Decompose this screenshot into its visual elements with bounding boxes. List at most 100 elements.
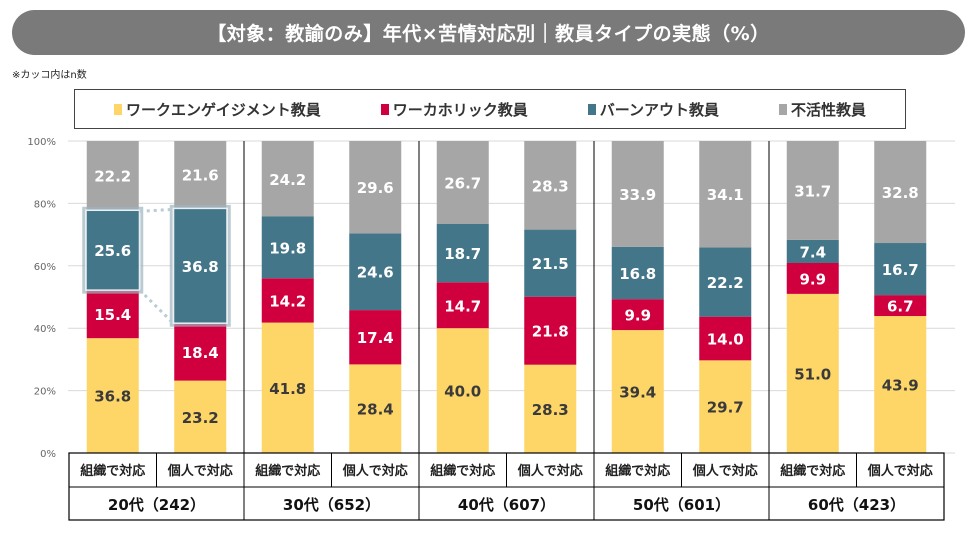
bar-segment bbox=[86, 141, 139, 211]
data-label: 14.2 bbox=[269, 292, 306, 310]
x-category-label: 組織で対応 bbox=[780, 463, 845, 479]
data-label: 24.2 bbox=[269, 171, 306, 189]
bar-segment bbox=[349, 364, 402, 453]
data-label: 36.8 bbox=[94, 388, 131, 406]
bar-segment bbox=[436, 141, 489, 224]
bar-segment bbox=[261, 141, 314, 217]
data-label: 14.0 bbox=[707, 330, 744, 348]
data-label: 51.0 bbox=[794, 365, 831, 383]
data-label: 9.9 bbox=[799, 270, 826, 288]
legend-swatch-work-engagement bbox=[114, 103, 122, 115]
highlight-box bbox=[85, 209, 141, 291]
bar-segment bbox=[174, 141, 227, 209]
x-category-label: 個人で対応 bbox=[692, 463, 758, 479]
bar-segment bbox=[86, 290, 139, 339]
bar-segment bbox=[699, 141, 752, 248]
x-group-label: 30代（652） bbox=[283, 496, 380, 514]
bar-segment bbox=[86, 338, 139, 453]
data-label: 16.7 bbox=[882, 261, 919, 279]
sample-size-note: ※カッコ内はn数 bbox=[12, 70, 87, 81]
x-category-label: 組織で対応 bbox=[605, 463, 670, 479]
legend-swatch-burnout bbox=[587, 103, 596, 115]
data-label: 28.3 bbox=[532, 401, 569, 419]
data-label: 29.7 bbox=[707, 399, 744, 417]
data-label: 21.6 bbox=[182, 167, 219, 185]
x-group-label: 40代（607） bbox=[458, 496, 555, 514]
data-label: 6.7 bbox=[887, 298, 914, 316]
data-label: 17.4 bbox=[357, 329, 394, 347]
bar-segment bbox=[874, 295, 927, 317]
data-label: 40.0 bbox=[444, 383, 481, 401]
highlight-connector-top bbox=[139, 207, 174, 213]
bar-segment bbox=[174, 208, 227, 324]
x-category-label: 個人で対応 bbox=[167, 463, 233, 479]
legend-label: バーンアウト教員 bbox=[599, 100, 719, 119]
data-label: 41.8 bbox=[269, 380, 306, 398]
bar-segment bbox=[261, 322, 314, 453]
data-label: 18.7 bbox=[444, 245, 481, 263]
bar-segment bbox=[436, 223, 489, 283]
data-label: 28.3 bbox=[532, 177, 569, 195]
legend-item-workaholic: ワーカホリック教員 bbox=[380, 99, 528, 120]
bar-segment bbox=[261, 278, 314, 323]
legend-swatch-workaholic bbox=[380, 103, 389, 115]
bar-segment bbox=[874, 243, 927, 296]
bar-segment bbox=[699, 316, 752, 361]
data-label: 24.6 bbox=[357, 264, 394, 282]
bar-segment bbox=[436, 282, 489, 329]
data-label: 25.6 bbox=[94, 242, 131, 260]
y-tick-label: 60% bbox=[34, 262, 56, 273]
data-label: 7.4 bbox=[799, 243, 826, 261]
bar-segment bbox=[524, 229, 577, 297]
x-category-label: 組織で対応 bbox=[430, 463, 495, 479]
bar-segment bbox=[174, 323, 227, 381]
data-label: 32.8 bbox=[882, 184, 919, 202]
data-label: 26.7 bbox=[444, 174, 481, 192]
data-label: 39.4 bbox=[619, 384, 656, 402]
data-label: 18.4 bbox=[182, 344, 219, 362]
x-group-label: 50代（601） bbox=[633, 496, 730, 514]
highlight-box-shadow bbox=[82, 206, 144, 294]
bar-segment bbox=[611, 141, 664, 247]
highlight-box bbox=[172, 207, 228, 324]
data-label: 29.6 bbox=[357, 179, 394, 197]
bar-segment bbox=[524, 364, 577, 453]
data-label: 43.9 bbox=[882, 377, 919, 395]
data-label: 15.4 bbox=[94, 306, 131, 324]
x-category-label: 個人で対応 bbox=[867, 463, 933, 479]
data-label: 9.9 bbox=[624, 307, 651, 325]
chart-title: 【対象：教諭のみ】年代×苦情対応別｜教員タイプの実態（%） bbox=[12, 10, 965, 55]
highlight-box-shadow bbox=[169, 204, 231, 327]
bar-segment bbox=[786, 141, 839, 240]
y-tick-label: 0% bbox=[40, 449, 56, 460]
bar-segment bbox=[611, 299, 664, 331]
bar-segment bbox=[349, 141, 402, 234]
legend-label: ワーカホリック教員 bbox=[392, 100, 528, 119]
legend-item-burnout: バーンアウト教員 bbox=[587, 99, 719, 120]
data-label: 23.2 bbox=[182, 409, 219, 427]
bar-segment bbox=[436, 328, 489, 453]
bar-segment bbox=[261, 216, 314, 279]
bar-segment bbox=[174, 380, 227, 453]
bar-segment bbox=[786, 239, 839, 263]
data-label: 21.8 bbox=[532, 323, 569, 341]
data-label: 33.9 bbox=[619, 186, 656, 204]
legend-label: 不活性教員 bbox=[790, 100, 866, 119]
legend-swatch-inactive bbox=[778, 103, 787, 115]
bar-segment bbox=[699, 247, 752, 317]
bar-segment bbox=[874, 316, 927, 453]
y-tick-label: 20% bbox=[34, 387, 56, 398]
data-label: 19.8 bbox=[269, 239, 306, 257]
legend-item-work-engagement: ワークエンゲイジメント教員 bbox=[114, 99, 321, 120]
y-tick-label: 40% bbox=[34, 324, 56, 335]
highlight-connector-bottom bbox=[138, 289, 175, 325]
data-label: 22.2 bbox=[94, 168, 131, 186]
data-label: 21.5 bbox=[532, 255, 569, 273]
bar-segment bbox=[349, 310, 402, 365]
bar-segment bbox=[786, 293, 839, 453]
x-category-label: 組織で対応 bbox=[80, 463, 145, 479]
bar-segment bbox=[611, 246, 664, 300]
x-category-label: 個人で対応 bbox=[517, 463, 583, 479]
legend-item-inactive: 不活性教員 bbox=[778, 99, 866, 120]
data-label: 28.4 bbox=[357, 401, 394, 419]
